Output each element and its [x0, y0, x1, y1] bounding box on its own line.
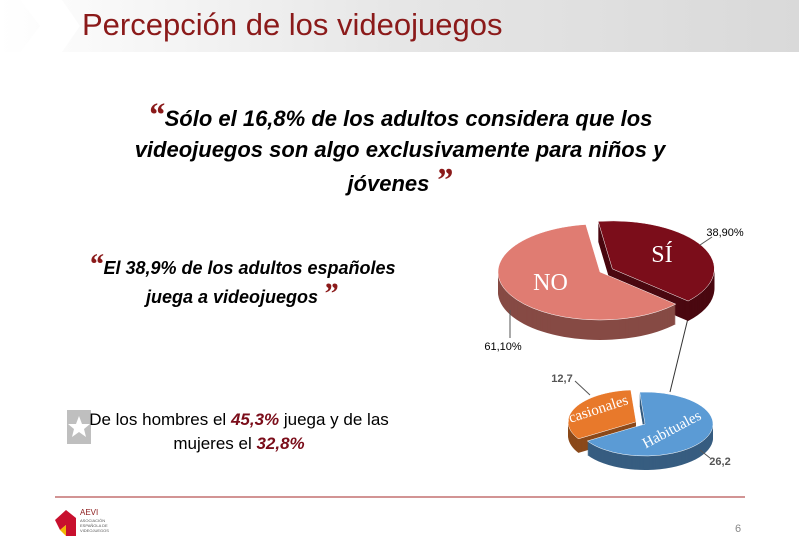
logo-text: ASOCIACIÓN	[80, 518, 105, 523]
note-text: juega y de las mujeres el	[173, 410, 389, 453]
leader-line	[699, 449, 711, 459]
quote-mark: ”	[323, 277, 339, 310]
value-label: 38,90%	[706, 227, 744, 239]
quote-text: Sólo el 16,8% de los adultos considera q…	[134, 106, 666, 196]
pie-slice	[597, 220, 715, 302]
quote-block: “Sólo el 16,8% de los adultos considera …	[110, 97, 690, 199]
pie-slice	[586, 391, 714, 457]
page-number: 6	[735, 523, 741, 535]
leader-line	[574, 380, 591, 396]
note-figure: 32,8%	[256, 434, 305, 453]
leader-line	[699, 236, 713, 246]
logo-mark	[55, 510, 76, 536]
quote-block: “El 38,9% de los adultos españoles juega…	[82, 250, 402, 310]
pie-slice	[497, 224, 677, 321]
quote-mark: “	[147, 97, 165, 134]
slice-label: SÍ	[651, 242, 672, 268]
note-figure: 45,3%	[230, 410, 280, 429]
quote-text: El 38,9% de los adultos españoles juega …	[103, 258, 396, 307]
slide-title: Percepción de los videojuegos	[82, 7, 503, 42]
value-label: 26,2	[709, 456, 730, 468]
quote-mark: “	[88, 248, 104, 281]
star-icon	[68, 416, 90, 437]
quote-mark: ”	[435, 162, 453, 199]
slice-label: NO	[533, 270, 568, 296]
connector	[669, 309, 691, 393]
logo-text: ESPAÑOLA DE	[80, 523, 108, 528]
logo-text: VIDEOJUEGOS	[80, 528, 109, 533]
logo-name: AEVI	[80, 508, 98, 517]
value-label: 12,7	[551, 373, 572, 385]
header-band	[0, 0, 799, 52]
note: De los hombres el 45,3% juega y de las m…	[84, 408, 394, 456]
logo-mark-accent	[60, 525, 66, 536]
header-chevron	[20, 0, 80, 52]
note-text: De los hombres el	[89, 410, 231, 429]
pie-slice	[567, 389, 637, 440]
value-label: 61,10%	[484, 341, 522, 353]
